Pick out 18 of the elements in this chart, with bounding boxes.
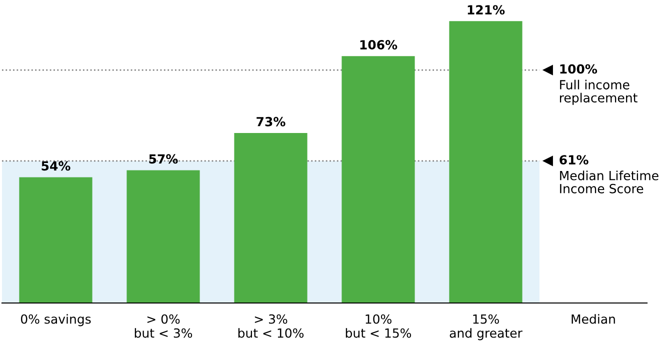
bar: [449, 21, 522, 303]
x-tick-label: 15% and greater: [450, 314, 522, 340]
data-label: 121%: [468, 5, 505, 15]
bar: [19, 177, 92, 303]
data-label: 54%: [42, 161, 70, 171]
data-label: 106%: [360, 40, 398, 50]
x-tick-label: > 0% but < 3%: [134, 314, 192, 338]
ref-line-label: 61% Median Lifetime Income Score: [560, 155, 658, 194]
x-tick-label: 10% but < 15%: [346, 314, 412, 338]
bar: [126, 170, 200, 303]
data-label: 57%: [149, 154, 178, 164]
x-tick-label: > 3% but < 10%: [238, 314, 304, 338]
ref-line-label: 100% Full income replacement: [560, 64, 638, 105]
bar: [234, 132, 308, 303]
data-label: 73%: [256, 116, 286, 126]
bar: [342, 56, 415, 303]
x-tick-label: Median: [572, 314, 615, 324]
x-tick-label: 0% savings: [20, 314, 91, 326]
